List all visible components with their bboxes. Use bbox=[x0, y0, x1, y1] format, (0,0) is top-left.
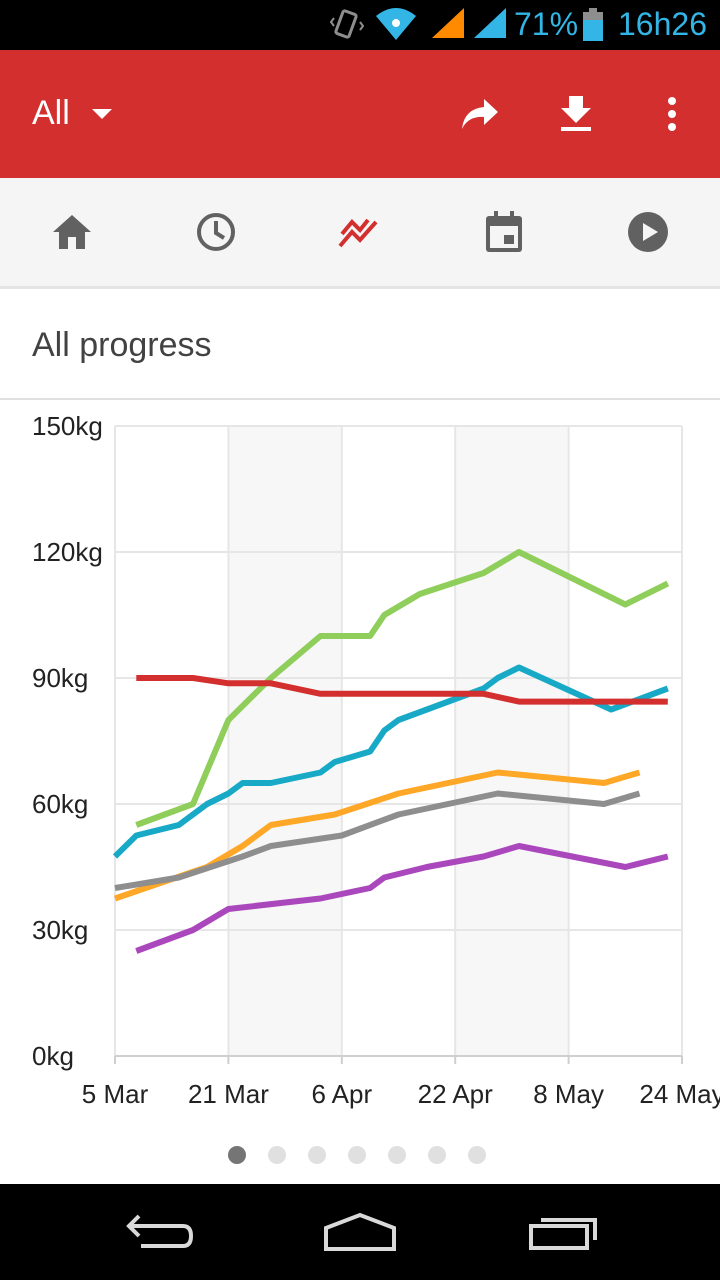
tab-progress[interactable] bbox=[328, 200, 392, 264]
chart-band bbox=[228, 426, 342, 1056]
series-line bbox=[114, 769, 641, 902]
progress-chart: 0kg 30kg 60kg 90kg 120kg 150kg 5 Mar 21 Mar 6 Ap… bbox=[32, 411, 720, 1109]
download-icon bbox=[561, 96, 591, 131]
home-nav-icon bbox=[324, 1212, 396, 1251]
home-button[interactable] bbox=[315, 1204, 405, 1260]
share-button[interactable] bbox=[450, 84, 510, 144]
pager-dot[interactable] bbox=[268, 1146, 286, 1164]
y-tick-label: 120kg bbox=[32, 537, 103, 567]
y-tick-label: 60kg bbox=[32, 789, 88, 819]
tab-calendar[interactable] bbox=[472, 200, 536, 264]
x-tick-label: 8 May bbox=[533, 1079, 604, 1109]
y-tick-label: 150kg bbox=[32, 411, 103, 441]
x-tick-label: 6 Apr bbox=[311, 1079, 372, 1109]
series-line bbox=[112, 664, 669, 859]
x-tick-label: 22 Apr bbox=[418, 1079, 494, 1109]
filter-label: All bbox=[32, 94, 70, 132]
dropdown-caret-icon bbox=[91, 108, 112, 119]
download-button[interactable] bbox=[546, 84, 606, 144]
card-title: All progress bbox=[32, 326, 212, 364]
x-tick-label: 5 Mar bbox=[82, 1079, 149, 1109]
clock: 16h26 bbox=[618, 6, 707, 42]
y-tick-label: 90kg bbox=[32, 663, 88, 693]
chart-band bbox=[455, 426, 569, 1056]
pager-dot[interactable] bbox=[428, 1146, 446, 1164]
recents-button[interactable] bbox=[518, 1204, 608, 1260]
filter-dropdown[interactable]: All bbox=[32, 94, 112, 133]
battery-icon bbox=[583, 8, 603, 41]
status-bar: 71% 16h26 bbox=[0, 0, 720, 50]
app-bar: All bbox=[0, 50, 720, 178]
more-vert-icon bbox=[668, 97, 676, 131]
x-tick-label: 21 Mar bbox=[188, 1079, 269, 1109]
vibrate-icon bbox=[330, 9, 364, 39]
series-line bbox=[135, 843, 669, 954]
back-button[interactable] bbox=[115, 1204, 205, 1260]
pager-dot[interactable] bbox=[388, 1146, 406, 1164]
wifi-icon bbox=[376, 8, 416, 40]
history-icon bbox=[197, 213, 235, 251]
back-icon bbox=[126, 1214, 194, 1248]
y-tick-label: 0kg bbox=[32, 1041, 74, 1071]
battery-percent: 71% bbox=[514, 6, 579, 42]
pager-dot[interactable] bbox=[468, 1146, 486, 1164]
series-line bbox=[135, 549, 670, 828]
calendar-icon bbox=[486, 211, 522, 252]
home-icon bbox=[53, 215, 91, 249]
series-line bbox=[136, 675, 668, 705]
pager-dot[interactable] bbox=[308, 1146, 326, 1164]
play-icon bbox=[628, 212, 668, 252]
tab-bar bbox=[0, 178, 720, 289]
x-tick-label: 24 May bbox=[639, 1079, 720, 1109]
pager-dots bbox=[228, 1146, 508, 1164]
progress-chart-icon bbox=[338, 218, 378, 248]
more-options-button[interactable] bbox=[642, 84, 702, 144]
tab-history[interactable] bbox=[184, 200, 248, 264]
signal-icon-1 bbox=[432, 8, 464, 38]
y-tick-label: 30kg bbox=[32, 915, 88, 945]
signal-icon-2 bbox=[474, 8, 506, 38]
pager-dot[interactable] bbox=[348, 1146, 366, 1164]
navigation-bar bbox=[0, 1184, 720, 1280]
series-line bbox=[114, 790, 641, 891]
recents-icon bbox=[529, 1218, 597, 1250]
tab-home[interactable] bbox=[40, 200, 104, 264]
pager-dot[interactable] bbox=[228, 1146, 246, 1164]
divider bbox=[0, 398, 720, 400]
tab-workout[interactable] bbox=[616, 200, 680, 264]
share-icon bbox=[462, 99, 498, 129]
